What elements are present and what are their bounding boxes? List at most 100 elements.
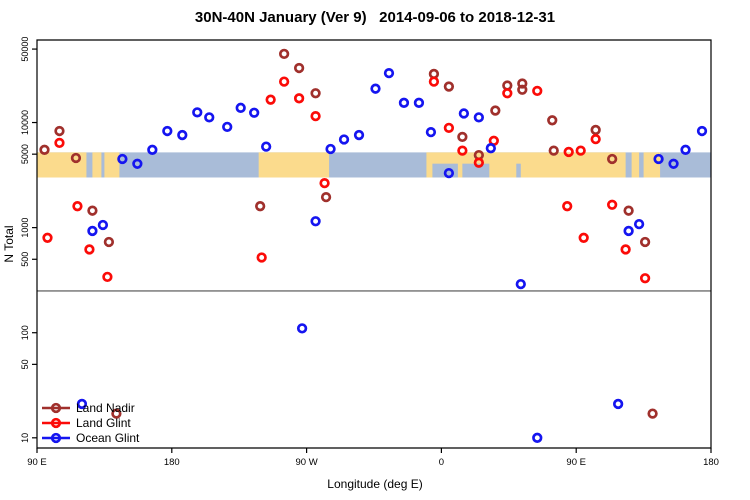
data-point-ocean-glint: [425, 127, 437, 138]
data-point-ocean-glint: [515, 278, 526, 290]
data-point-land-glint: [428, 76, 440, 87]
data-point-ocean-glint: [97, 219, 109, 231]
x-tick-label: 180: [703, 457, 719, 468]
data-point-ocean-glint: [235, 102, 246, 113]
data-point-ocean-glint: [532, 432, 543, 443]
data-point-land-glint: [278, 76, 290, 87]
data-point-land-nadir: [111, 408, 122, 419]
data-point-ocean-glint: [383, 68, 395, 79]
data-point-land-glint: [319, 177, 330, 189]
legend-label: Land Glint: [76, 416, 131, 430]
data-point-land-nadir: [443, 81, 455, 92]
data-point-land-glint: [473, 157, 484, 168]
data-point-ocean-glint: [87, 225, 98, 237]
data-point-ocean-glint: [162, 125, 173, 137]
chart-title: 30N-40N January (Ver 9) 2014-09-06 to 20…: [194, 9, 556, 26]
data-point-land-glint: [562, 201, 573, 212]
y-tick-label: 10000: [20, 110, 30, 135]
data-point-land-nadir: [54, 125, 65, 137]
data-point-land-nadir: [548, 145, 559, 156]
data-point-land-glint: [575, 145, 586, 156]
data-point-ocean-glint: [633, 218, 645, 230]
y-tick-label: 100: [20, 325, 30, 340]
x-axis-label: Longitude (deg E): [327, 477, 423, 491]
data-point-ocean-glint: [296, 323, 308, 334]
y-tick-label: 500: [20, 252, 30, 267]
data-point-ocean-glint: [696, 125, 708, 137]
data-point-ocean-glint: [680, 144, 691, 155]
data-point-ocean-glint: [413, 97, 425, 108]
data-point-ocean-glint: [623, 225, 634, 237]
data-point-ocean-glint: [485, 143, 496, 154]
data-point-land-glint: [532, 85, 543, 97]
data-point-land-glint: [256, 252, 267, 263]
data-point-land-nadir: [639, 236, 651, 248]
data-point-ocean-glint: [353, 129, 365, 141]
data-point-ocean-glint: [370, 83, 381, 94]
data-point-land-nadir: [517, 84, 528, 95]
data-point-land-glint: [42, 232, 53, 243]
data-point-ocean-glint: [668, 158, 679, 169]
map-band-land: [104, 152, 120, 178]
data-point-ocean-glint: [177, 129, 188, 141]
data-point-land-nadir: [293, 62, 305, 74]
y-tick-label: 1000: [20, 218, 30, 238]
data-point-land-nadir: [320, 191, 332, 203]
data-point-land-glint: [578, 232, 589, 243]
data-point-ocean-glint: [443, 167, 455, 179]
map-band-land: [631, 152, 640, 178]
data-point-ocean-glint: [222, 121, 233, 132]
data-point-land-nadir: [517, 78, 528, 89]
data-point-ocean-glint: [132, 158, 143, 169]
data-point-land-glint: [502, 88, 513, 99]
y-tick-label: 50000: [20, 37, 30, 62]
data-point-land-nadir: [70, 152, 82, 164]
data-point-ocean-glint: [473, 112, 484, 123]
data-point-land-glint: [54, 137, 65, 149]
data-point-land-glint: [265, 94, 276, 105]
data-point-ocean-glint: [147, 144, 158, 155]
data-point-ocean-glint: [192, 107, 203, 118]
data-point-ocean-glint: [261, 141, 272, 152]
data-point-land-nadir: [457, 131, 468, 143]
data-point-ocean-glint: [325, 143, 336, 155]
data-point-land-nadir: [39, 144, 50, 155]
x-tick-label: 90 E: [27, 457, 47, 468]
y-axis-label: N Total: [2, 225, 16, 263]
data-point-land-nadir: [490, 105, 501, 116]
x-tick-label: 0: [439, 457, 444, 468]
data-point-ocean-glint: [117, 153, 128, 165]
data-point-land-nadir: [278, 48, 290, 60]
x-tick-label: 90 W: [296, 457, 318, 468]
data-point-land-glint: [563, 146, 574, 158]
data-point-land-nadir: [647, 408, 658, 419]
y-tick-label: 10: [20, 433, 30, 443]
x-tick-label: 180: [164, 457, 180, 468]
data-point-ocean-glint: [398, 97, 410, 108]
data-point-land-glint: [590, 133, 601, 145]
data-point-land-nadir: [547, 115, 558, 126]
data-point-land-nadir: [310, 88, 321, 99]
map-band-land: [258, 152, 330, 178]
data-point-ocean-glint: [458, 108, 470, 119]
data-point-land-nadir: [623, 205, 634, 216]
data-point-land-glint: [84, 244, 95, 255]
data-point-land-glint: [443, 122, 455, 134]
data-point-land-glint: [310, 111, 321, 122]
data-point-land-nadir: [255, 201, 266, 212]
data-point-land-glint: [72, 201, 83, 212]
data-point-land-glint: [293, 93, 305, 104]
data-point-land-glint: [606, 199, 618, 210]
legend-label: Land Nadir: [76, 401, 135, 415]
x-tick-label: 90 E: [566, 457, 586, 468]
map-band-inlet: [462, 163, 490, 178]
plot-frame: [36, 39, 712, 449]
map-band-inlet: [516, 163, 521, 178]
y-tick-label: 50: [20, 359, 30, 369]
y-tick-label: 5000: [20, 144, 30, 164]
map-band-land: [92, 152, 102, 178]
map-band-land: [426, 152, 626, 178]
data-point-land-nadir: [590, 124, 601, 136]
